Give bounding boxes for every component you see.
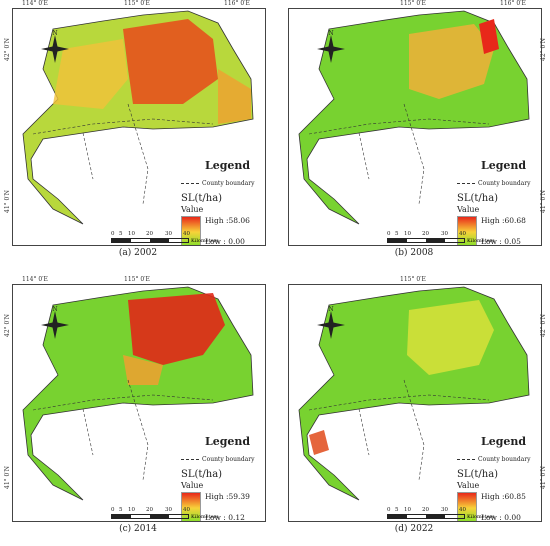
panel-caption: (d) 2022	[394, 524, 434, 534]
map-legend: Legend County boundary SL(t/ha) Value Hi…	[181, 435, 255, 522]
sl-title: SL(t/ha)	[181, 193, 223, 204]
map-panel-a: N Legend County boundary SL(t/ha) Value …	[4, 0, 272, 266]
hotspot-region	[123, 19, 218, 104]
soil-loss-map	[298, 10, 530, 225]
soil-loss-map	[22, 10, 254, 225]
low-value: Low : 0.00	[205, 237, 245, 246]
svg-text:N: N	[52, 306, 57, 313]
soil-loss-map	[22, 286, 254, 501]
map-legend: Legend County boundary SL(t/ha) Value Hi…	[457, 435, 531, 522]
north-arrow-icon: N	[41, 306, 69, 339]
panel-caption: (b) 2008	[394, 248, 434, 258]
map-panel-c: N Legend County boundary SL(t/ha) Value …	[4, 276, 272, 542]
map-frame: N Legend County boundary SL(t/ha) Value …	[12, 8, 266, 246]
value-label: Value	[181, 205, 204, 214]
scale-bar: 0 5 10 20 30 40 Kilometers	[111, 231, 219, 244]
county-boundary	[32, 103, 214, 205]
color-ramp: High :58.06 Low : 0.00	[181, 216, 265, 246]
scale-bar: 0 5 10 20 30 40 Kilometers	[387, 231, 495, 244]
svg-text:N: N	[328, 30, 333, 37]
boundary-legend: County boundary	[181, 180, 265, 187]
scale-bar: 0 5 10 20 30 40 Kilometers	[111, 507, 219, 520]
panel-caption: (a) 2002	[118, 248, 158, 258]
scale-bar: 0 5 10 20 30 40 Kilometers	[387, 507, 495, 520]
map-frame: N Legend County boundary SL(t/ha) Value …	[288, 8, 542, 246]
north-arrow-icon: N	[317, 306, 345, 339]
map-legend: Legend County boundary SL(t/ha) Value Hi…	[457, 159, 531, 246]
moderate-region	[53, 39, 128, 109]
map-frame: N Legend County boundary SL(t/ha) Value …	[288, 284, 542, 522]
map-panel-b: N Legend County boundary SL(t/ha) Value …	[280, 0, 548, 266]
map-panel-d: N Legend County boundary SL(t/ha) Value …	[280, 276, 548, 542]
svg-text:N: N	[328, 306, 333, 313]
map-legend: Legend County boundary SL(t/ha) Value Hi…	[181, 159, 265, 246]
legend-title: Legend	[205, 159, 251, 172]
map-frame: N Legend County boundary SL(t/ha) Value …	[12, 284, 266, 522]
north-arrow-icon: N	[317, 30, 345, 63]
soil-loss-map	[298, 286, 530, 501]
north-arrow-icon: N	[41, 30, 69, 63]
panel-caption: (c) 2014	[119, 524, 157, 534]
moderate-region-east	[218, 69, 251, 124]
svg-text:N: N	[52, 30, 57, 37]
high-value: High :58.06	[205, 216, 250, 225]
